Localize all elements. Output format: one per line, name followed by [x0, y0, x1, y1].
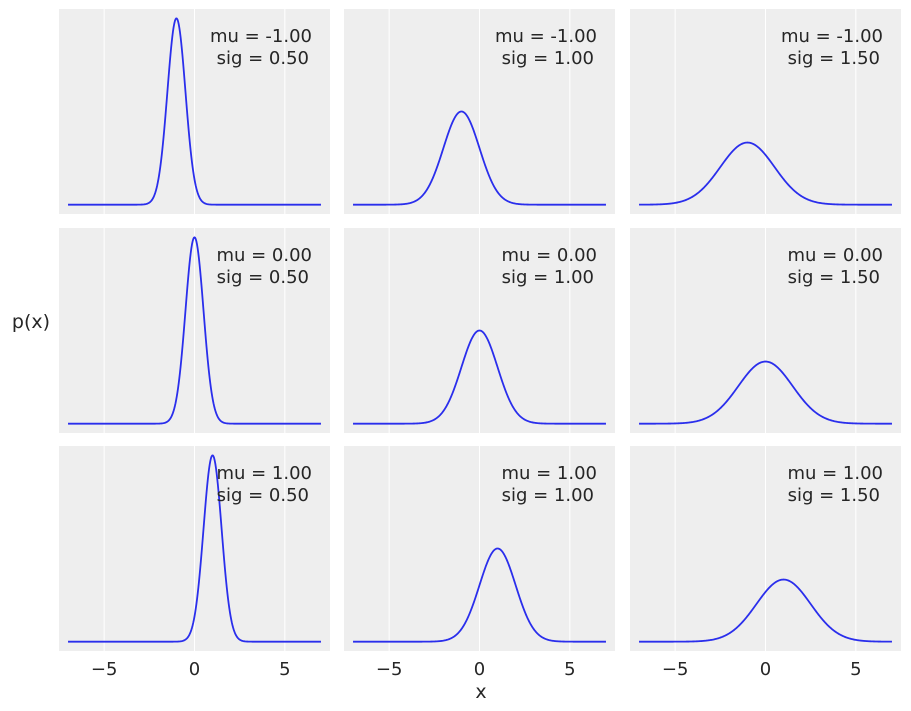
annotation-sig: sig = 1.50 [788, 267, 880, 288]
annotation-mu: mu = -1.00 [495, 26, 597, 47]
annotation-mu: mu = 0.00 [216, 245, 312, 266]
x-axis-label: x [475, 681, 486, 703]
y-axis-label: p(x) [12, 311, 50, 333]
annotation-sig: sig = 1.50 [788, 48, 880, 69]
x-tick-label: 5 [279, 659, 290, 680]
annotation-sig: sig = 0.50 [217, 48, 309, 69]
x-tick-label: 5 [564, 659, 575, 680]
x-tick-label: 0 [189, 659, 200, 680]
pdf-curve [352, 110, 607, 206]
annotation-sig: sig = 1.00 [502, 267, 594, 288]
pdf-curve [638, 141, 893, 206]
x-tick-labels: −5 0 5 −5 0 5 −5 0 5 [91, 659, 862, 680]
pdf-curve [67, 17, 322, 206]
x-tick-label: 0 [474, 659, 485, 680]
x-tick-label: −5 [376, 659, 403, 680]
pdf-curve [352, 329, 607, 425]
pdf-curve [638, 578, 893, 643]
x-tick-label: −5 [91, 659, 118, 680]
x-tick-label: 0 [760, 659, 771, 680]
annotation-sig: sig = 1.00 [502, 485, 594, 506]
annotation-sig: sig = 0.50 [217, 485, 309, 506]
pdf-curve [67, 236, 322, 425]
annotation-sig: sig = 1.50 [788, 485, 880, 506]
annotation-mu: mu = 1.00 [787, 463, 883, 484]
pdf-curve [352, 547, 607, 643]
annotation-sig: sig = 0.50 [217, 267, 309, 288]
annotation-mu: mu = 1.00 [501, 463, 597, 484]
annotation-mu: mu = 1.00 [216, 463, 312, 484]
x-tick-label: 5 [850, 659, 861, 680]
annotation-mu: mu = 0.00 [501, 245, 597, 266]
pdf-curve [638, 360, 893, 425]
annotation-mu: mu = -1.00 [781, 26, 883, 47]
annotation-mu: mu = -1.00 [210, 26, 312, 47]
annotation-sig: sig = 1.00 [502, 48, 594, 69]
annotation-mu: mu = 0.00 [787, 245, 883, 266]
pdf-curve [67, 454, 322, 643]
x-tick-label: −5 [662, 659, 689, 680]
